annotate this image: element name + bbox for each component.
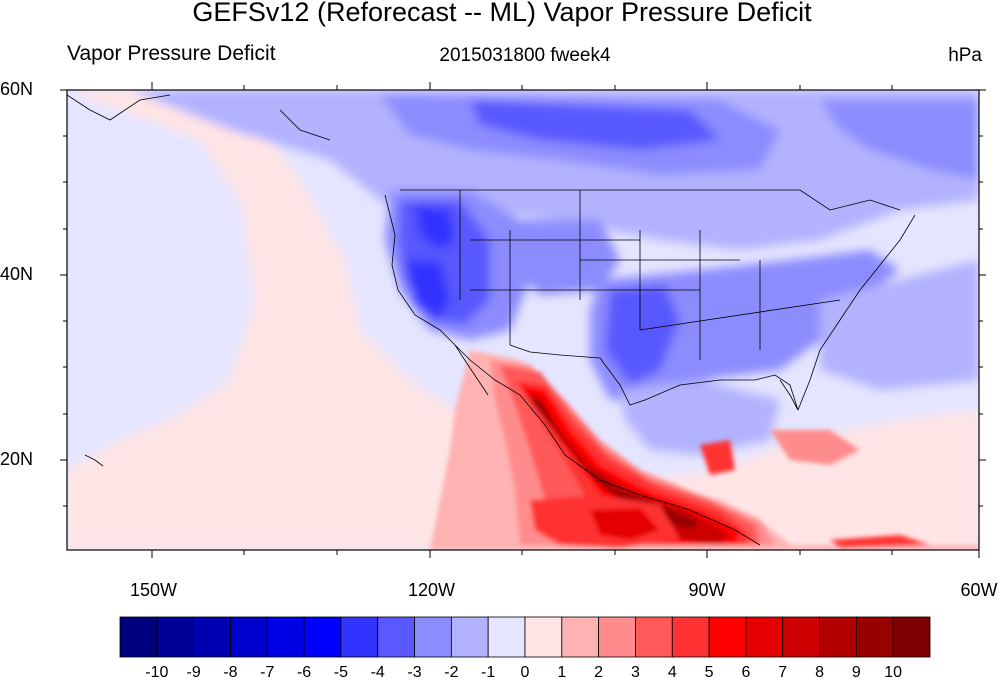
coastlines [67,94,916,546]
colorbar-tick-label: -6 [296,664,312,681]
latitude-label: 20N [0,449,34,469]
forecast-time-label: 2015031800 fweek4 [439,45,611,66]
colorbar-tick-label: 4 [667,664,677,681]
colorbar-swatch [524,616,563,658]
variable-label: Vapor Pressure Deficit [67,42,276,65]
colorbar-swatch [450,616,489,658]
colorbar-tick-label: -8 [223,664,238,681]
colorbar-tick-label: -2 [444,664,459,681]
latitude-label: 40N [0,264,34,284]
colorbar [119,616,931,658]
colorbar-swatch [156,616,195,658]
colorbar-swatch [561,616,600,658]
colorbar-swatch [708,616,747,658]
colorbar-tick-label: -5 [333,664,349,681]
colorbar-swatch [855,616,894,658]
longitude-label: 90W [688,580,726,600]
colorbar-swatch [340,616,379,658]
colorbar-swatch [303,616,342,658]
colorbar-tick-label: 6 [741,664,751,681]
colorbar-tick-label: 3 [631,664,640,681]
map-frame [66,89,980,551]
colorbar-swatch [782,616,820,658]
colorbar-swatch [377,616,415,658]
colorbar-tick-label: -10 [145,664,169,681]
colorbar-tick-label: -9 [186,664,201,681]
colorbar-swatch [230,616,268,658]
colorbar-tick-label: -7 [260,664,275,681]
colorbar-swatch [635,616,673,658]
longitude-label: 120W [408,580,456,600]
colorbar-tick-label: 5 [704,664,714,681]
colorbar-tick-label: -3 [407,664,422,681]
colorbar-tick-label: 8 [815,664,824,681]
colorbar-swatch [745,616,784,658]
colorbar-tick-label: 0 [520,664,530,681]
colorbar-swatch [119,616,158,658]
colorbar-swatch [193,616,231,658]
axis-ticks [60,82,986,558]
colorbar-tick-label: 9 [851,664,861,681]
colorbar-swatch [671,616,710,658]
latitude-label: 60N [0,79,34,99]
colorbar-tick-label: 10 [884,664,903,681]
map-title: GEFSv12 (Reforecast -- ML) Vapor Pressur… [192,0,812,27]
colorbar-swatch [487,616,526,658]
colorbar-tick-label: 7 [778,664,788,681]
units-label: hPa [948,45,982,66]
longitude-label: 60W [960,580,998,600]
colorbar-swatch [414,616,452,658]
colorbar-tick-label: -4 [370,664,385,681]
colorbar-tick-label: -1 [481,664,496,681]
vpd-field [67,90,979,550]
colorbar-tick-label: 1 [557,664,567,681]
colorbar-swatch [598,616,636,658]
colorbar-swatch [266,616,305,658]
longitude-label: 150W [130,580,178,600]
colorbar-tick-label: 2 [594,664,604,681]
colorbar-swatch [892,616,931,658]
colorbar-swatch [819,616,857,658]
